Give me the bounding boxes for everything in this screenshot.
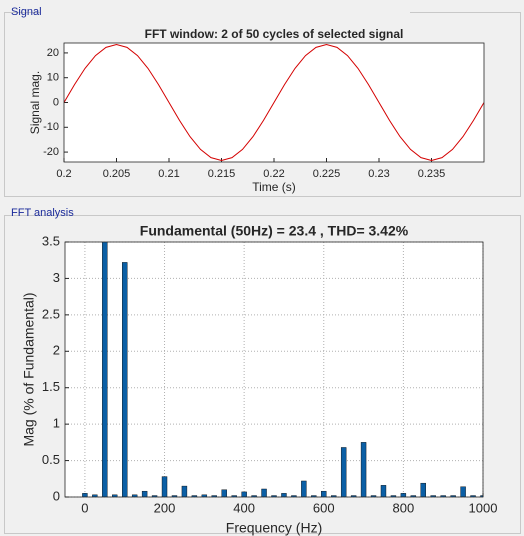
bar xyxy=(141,490,148,497)
bar xyxy=(221,489,227,497)
x-axis-label: Frequency (Hz) xyxy=(226,520,322,536)
x-axis-label: Time (s) xyxy=(252,180,296,194)
plot-border xyxy=(64,241,484,498)
bar xyxy=(261,488,267,497)
chart-title: Fundamental (50Hz) = 23.4 , THD= 3.42% xyxy=(140,223,409,239)
y-tick-label: -20 xyxy=(43,146,59,158)
y-tick-label: 0 xyxy=(53,96,59,108)
y-tick-label: 2 xyxy=(53,343,60,358)
x-tick-label: 0 xyxy=(81,500,88,515)
x-tick-label: 0.22 xyxy=(263,168,284,180)
bar xyxy=(82,493,88,497)
y-tick-label: 3 xyxy=(53,270,60,285)
y-tick-label: 1.5 xyxy=(42,379,60,394)
bar xyxy=(340,447,347,497)
bar xyxy=(480,495,483,497)
x-tick-label: 0.235 xyxy=(418,168,446,180)
panel-label: Signal xyxy=(11,6,42,18)
bar xyxy=(360,442,367,497)
bar xyxy=(400,493,407,497)
panel-label: FFT analysis xyxy=(11,207,74,219)
bar xyxy=(281,493,287,497)
x-tick-label: 0.215 xyxy=(208,168,236,180)
x-tick-label: 600 xyxy=(313,500,335,515)
y-tick-label: 3.5 xyxy=(42,233,60,248)
bar xyxy=(161,476,168,497)
bar xyxy=(122,262,128,497)
signal-line xyxy=(64,43,484,162)
bar xyxy=(380,485,387,497)
bar xyxy=(201,494,208,497)
y-tick-label: 10 xyxy=(47,72,59,84)
chart-title: FFT window: 2 of 50 cycles of selected s… xyxy=(145,27,404,41)
y-tick-label: 2.5 xyxy=(42,306,60,321)
y-tick-label: 0 xyxy=(53,488,60,503)
y-tick-label: -10 xyxy=(43,121,59,133)
panel-frame xyxy=(4,215,521,534)
y-tick-label: 0.5 xyxy=(42,452,60,467)
x-tick-label: 200 xyxy=(154,500,176,515)
y-axis-label: Signal mag. xyxy=(28,71,42,134)
bar xyxy=(241,491,247,497)
y-axis-label: Mag (% of Fundamental) xyxy=(21,292,37,446)
x-tick-label: 1000 xyxy=(469,500,498,515)
x-tick-label: 0.225 xyxy=(313,168,341,180)
x-tick-label: 0.23 xyxy=(368,168,389,180)
panel-gap xyxy=(40,5,410,19)
bar xyxy=(102,242,108,497)
bar xyxy=(92,494,98,497)
x-tick-label: 0.2 xyxy=(56,168,71,180)
plot-border xyxy=(63,42,485,163)
bar xyxy=(460,486,466,497)
y-tick-label: 1 xyxy=(53,416,60,431)
bar xyxy=(420,482,426,497)
bar xyxy=(301,480,307,497)
x-tick-label: 400 xyxy=(233,500,255,515)
bar xyxy=(181,485,188,497)
bar xyxy=(321,490,327,497)
x-tick-label: 800 xyxy=(393,500,415,515)
x-tick-label: 0.21 xyxy=(158,168,179,180)
x-tick-label: 0.205 xyxy=(103,168,131,180)
plot-area xyxy=(65,242,483,497)
bar xyxy=(131,494,138,497)
bar xyxy=(112,494,118,497)
y-tick-label: 20 xyxy=(47,47,59,59)
